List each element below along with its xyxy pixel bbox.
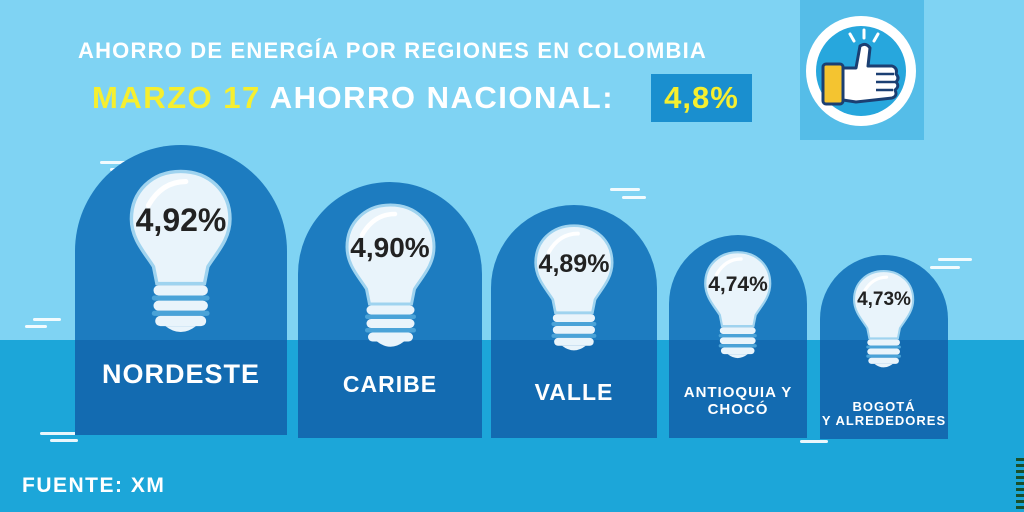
lightbulb-icon	[129, 170, 232, 333]
source-label: FUENTE: XM	[22, 474, 166, 497]
wind-streak	[938, 258, 972, 261]
region-name-label: CARIBE	[342, 371, 438, 397]
region-card: 4,74% ANTIOQUIA Y CHOCÓ	[669, 235, 807, 438]
wind-streak	[930, 266, 960, 269]
region-card: 4,73% BOGOTÁ Y ALREDEDORES	[820, 255, 948, 439]
region-name-label: NORDESTE	[101, 359, 261, 389]
wind-streak	[25, 325, 47, 328]
wind-streak	[40, 432, 76, 435]
region-card: 4,92% NORDESTE	[75, 145, 287, 435]
lightbulb-icon	[704, 251, 772, 359]
lightbulb-icon	[534, 224, 614, 351]
region-value-label: 4,90%	[350, 232, 430, 264]
wind-streak	[50, 439, 78, 442]
region-value-label: 4,74%	[708, 272, 768, 296]
region-value-label: 4,89%	[538, 249, 610, 278]
national-label: AHORRO NACIONAL:	[269, 80, 615, 115]
region-bar-lower	[298, 340, 482, 438]
region-name-label: VALLE	[534, 379, 614, 405]
thumbs-up-icon	[821, 28, 900, 106]
corner-stripes	[1016, 458, 1024, 512]
region-name-label: ANTIOQUIA Y CHOCÓ	[683, 384, 793, 418]
region-name-label: BOGOTÁ Y ALREDEDORES	[821, 399, 947, 429]
lightbulb-icon	[853, 270, 915, 368]
region-bar-lower	[75, 340, 287, 435]
wind-streak	[33, 318, 61, 321]
region-card: 4,89% VALLE	[491, 205, 657, 438]
national-value-box	[651, 74, 752, 122]
region-value-label: 4,73%	[857, 289, 911, 311]
chart-title: AHORRO DE ENERGÍA POR REGIONES EN COLOMB…	[78, 38, 707, 63]
lightbulb-icon	[344, 203, 436, 347]
region-bar-lower	[491, 340, 657, 438]
region-value-label: 4,92%	[135, 202, 227, 239]
wind-streak	[622, 196, 646, 199]
wind-streak	[100, 161, 126, 164]
region-card: 4,90% CARIBE	[298, 182, 482, 438]
national-value: 4,8%	[664, 80, 739, 115]
wind-streak	[800, 440, 828, 443]
wind-streak	[610, 188, 640, 191]
date-label: MARZO 17	[92, 80, 261, 115]
chart-subtitle: MARZO 17 AHORRO NACIONAL:	[92, 80, 614, 116]
